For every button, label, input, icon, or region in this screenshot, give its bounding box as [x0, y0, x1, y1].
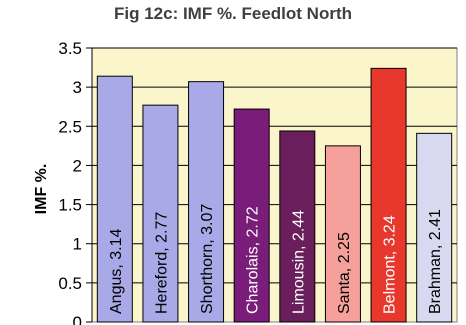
y-tick-label: 2.5	[58, 117, 82, 136]
y-tick-label: 3.5	[58, 39, 82, 58]
bar-data-label: Belmont, 3.24	[382, 215, 399, 314]
bar	[96, 75, 133, 323]
bar	[324, 145, 361, 323]
y-tick-label: 2	[73, 156, 82, 175]
y-tick-label: 0.5	[58, 274, 82, 293]
y-tick-label: 0	[73, 313, 82, 325]
bar-data-label: Charolais, 2.72	[245, 206, 262, 314]
y-tick-label: 1.5	[58, 196, 82, 215]
bar	[416, 132, 453, 323]
bar-data-label: Angus, 3.14	[108, 229, 125, 315]
chart-title: Fig 12c: IMF %. Feedlot North	[113, 4, 352, 23]
y-axis-label: IMF %.	[33, 164, 50, 215]
bar	[188, 81, 225, 323]
y-tick-label: 1	[73, 235, 82, 254]
bar-data-label: Limousin, 2.44	[290, 210, 307, 314]
bar	[279, 130, 316, 323]
bar-data-label: Hereford, 2.77	[153, 212, 170, 314]
y-tick-label: 3	[73, 78, 82, 97]
bar	[233, 108, 270, 323]
bar-data-label: Santa, 2.25	[336, 232, 353, 314]
bar	[142, 104, 179, 323]
bar-data-label: Shorthorn, 3.07	[199, 204, 216, 314]
bar-data-label: Brahman, 2.41	[427, 209, 444, 314]
bar	[370, 67, 407, 323]
